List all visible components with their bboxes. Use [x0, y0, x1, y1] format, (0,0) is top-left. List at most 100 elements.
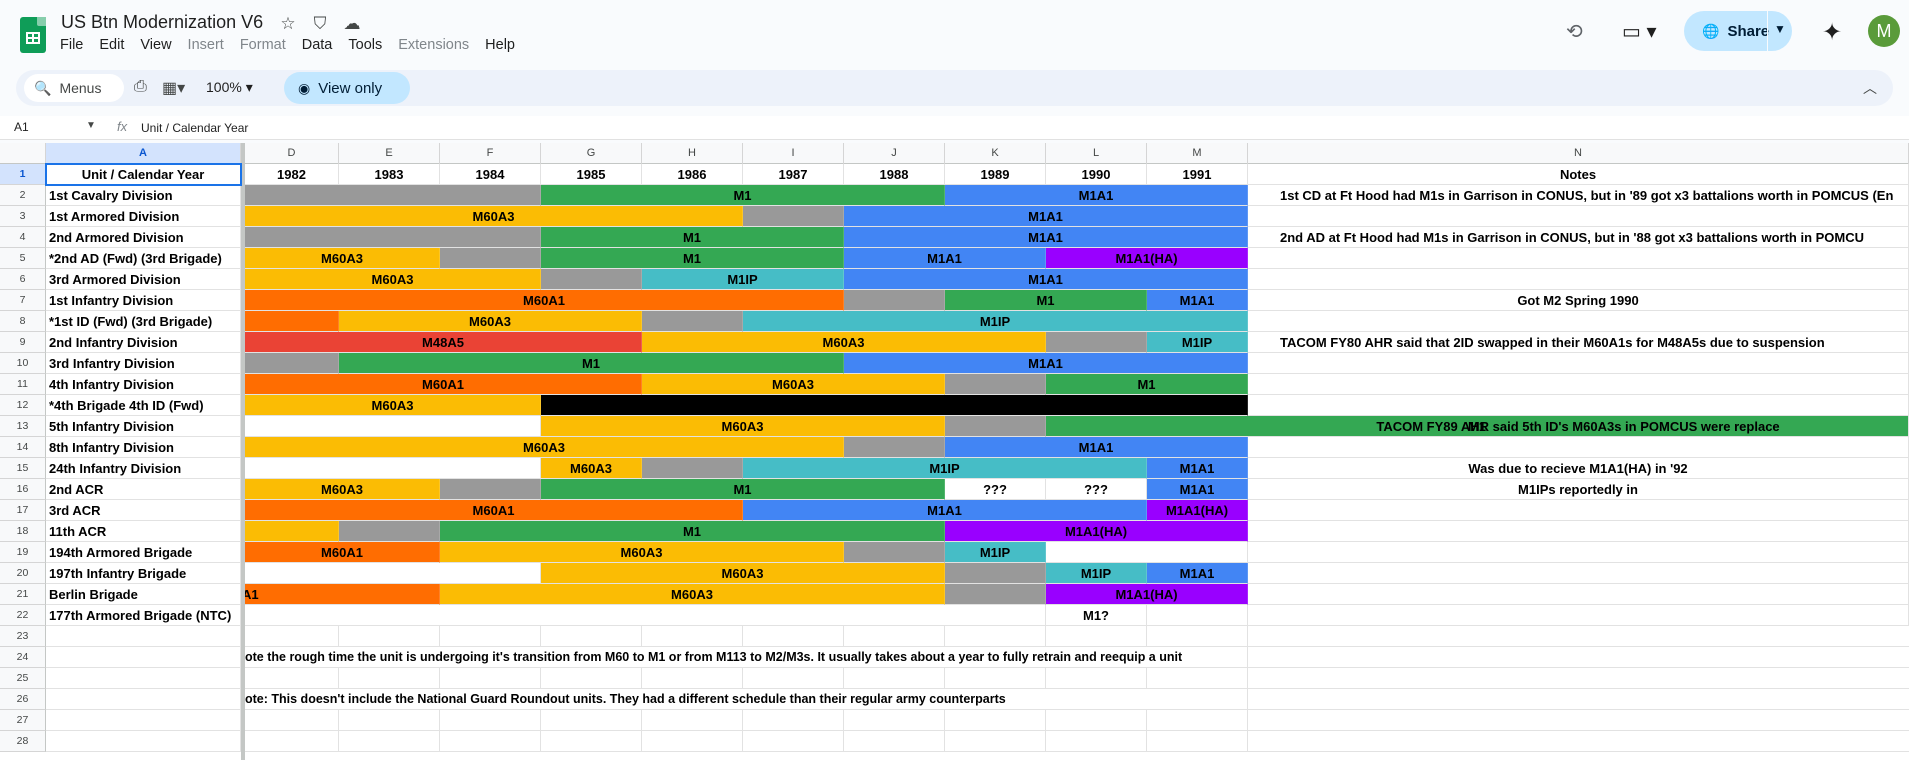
column-header-h[interactable]: H — [642, 143, 743, 164]
empty-cell[interactable] — [245, 626, 339, 647]
timeline-bar[interactable] — [245, 521, 339, 542]
row-header-15[interactable]: 15 — [0, 458, 46, 479]
timeline-bar[interactable] — [245, 311, 339, 332]
timeline-bar[interactable] — [844, 542, 945, 563]
formula-input[interactable]: Unit / Calendar Year — [141, 121, 249, 135]
notes-cell[interactable]: 1st CD at Ft Hood had M1s in Garrison in… — [1248, 185, 1909, 206]
unit-cell[interactable]: 2nd Infantry Division — [46, 332, 241, 353]
empty-cell[interactable] — [339, 626, 440, 647]
row-header-10[interactable]: 10 — [0, 353, 46, 374]
unit-cell[interactable]: 197th Infantry Brigade — [46, 563, 241, 584]
row-header-28[interactable]: 28 — [0, 731, 46, 752]
menus-search[interactable]: 🔍 Menus — [24, 74, 124, 102]
menu-extensions[interactable]: Extensions — [398, 37, 470, 53]
timeline-bar[interactable] — [1046, 332, 1147, 353]
header-cell-year[interactable]: 1986 — [642, 164, 743, 185]
timeline-bar[interactable] — [945, 416, 1046, 437]
row-header-16[interactable]: 16 — [0, 479, 46, 500]
notes-cell[interactable]: Got M2 Spring 1990 — [1248, 290, 1909, 311]
timeline-bar[interactable]: M1IP — [945, 542, 1046, 563]
timeline-bar[interactable]: M1 — [440, 521, 945, 542]
unit-cell[interactable]: 4th Infantry Division — [46, 374, 241, 395]
timeline-bar[interactable]: M1 — [339, 353, 844, 374]
column-header-e[interactable]: E — [339, 143, 440, 164]
timeline-bar[interactable] — [844, 437, 945, 458]
timeline-bar[interactable]: M1A1 — [1147, 290, 1248, 311]
empty-cell[interactable] — [945, 668, 1046, 689]
timeline-bar[interactable]: M1A1(HA) — [1147, 500, 1248, 521]
column-header-n[interactable]: N — [1248, 143, 1909, 164]
menu-file[interactable]: File — [60, 37, 84, 53]
row-header-21[interactable]: 21 — [0, 584, 46, 605]
timeline-bar[interactable]: M60A3 — [642, 374, 945, 395]
timeline-bar[interactable]: M1 — [541, 479, 945, 500]
notes-cell[interactable]: M1IPs reportedly in — [1248, 479, 1909, 500]
empty-cell[interactable] — [541, 668, 642, 689]
empty-cell[interactable] — [1248, 647, 1909, 668]
timeline-bar[interactable]: M1A1 — [844, 206, 1248, 227]
empty-cell[interactable] — [1046, 626, 1147, 647]
empty-cell[interactable] — [1046, 731, 1147, 752]
empty-cell[interactable] — [1248, 668, 1909, 689]
timeline-bar[interactable]: M1A1 — [945, 185, 1248, 206]
notes-cell[interactable]: 2nd AD at Ft Hood had M1s in Garrison in… — [1248, 227, 1909, 248]
unit-cell[interactable]: 1st Cavalry Division — [46, 185, 241, 206]
timeline-bar[interactable] — [945, 563, 1046, 584]
timeline-bar[interactable] — [245, 605, 1046, 626]
notes-cell[interactable]: TACOM FY80 AHR said that 2ID swapped in … — [1248, 332, 1909, 353]
unit-cell[interactable]: 2nd ACR — [46, 479, 241, 500]
timeline-bar[interactable]: M1 — [541, 185, 945, 206]
row-header-2[interactable]: 2 — [0, 185, 46, 206]
row-header-3[interactable]: 3 — [0, 206, 46, 227]
empty-cell[interactable] — [945, 626, 1046, 647]
unit-cell[interactable]: *2nd AD (Fwd) (3rd Brigade) — [46, 248, 241, 269]
empty-cell[interactable] — [245, 710, 339, 731]
footnote-transition[interactable]: ote the rough time the unit is undergoin… — [245, 647, 1248, 668]
timeline-bar[interactable] — [1046, 542, 1248, 563]
timeline-bar[interactable]: M60A3 — [245, 248, 440, 269]
empty-cell[interactable] — [642, 626, 743, 647]
notes-cell[interactable] — [1248, 605, 1909, 626]
format-cells-icon[interactable]: ▦▾ — [162, 80, 186, 97]
timeline-bar[interactable] — [440, 248, 541, 269]
empty-cell[interactable] — [245, 731, 339, 752]
empty-cell[interactable] — [945, 731, 1046, 752]
column-header-g[interactable]: G — [541, 143, 642, 164]
sheets-logo-icon[interactable] — [20, 17, 46, 53]
notes-cell[interactable] — [1248, 500, 1909, 521]
empty-cell[interactable] — [46, 647, 241, 668]
column-header-l[interactable]: L — [1046, 143, 1147, 164]
header-cell-notes[interactable]: Notes — [1248, 164, 1909, 185]
unit-cell[interactable]: 194th Armored Brigade — [46, 542, 241, 563]
timeline-bar[interactable]: M60A3 — [245, 437, 844, 458]
row-header-19[interactable]: 19 — [0, 542, 46, 563]
empty-cell[interactable] — [245, 668, 339, 689]
empty-cell[interactable] — [339, 710, 440, 731]
timeline-bar[interactable]: M60A3 — [245, 479, 440, 500]
notes-cell[interactable] — [1248, 269, 1909, 290]
timeline-bar[interactable]: M60A3 — [339, 311, 642, 332]
unit-cell[interactable]: 24th Infantry Division — [46, 458, 241, 479]
column-header-k[interactable]: K — [945, 143, 1046, 164]
empty-cell[interactable] — [440, 626, 541, 647]
row-header-5[interactable]: 5 — [0, 248, 46, 269]
unit-cell[interactable]: 8th Infantry Division — [46, 437, 241, 458]
menu-tools[interactable]: Tools — [348, 37, 383, 53]
header-cell-year[interactable]: 1985 — [541, 164, 642, 185]
collapse-menus-icon[interactable]: ︿ — [1863, 80, 1877, 96]
column-header-j[interactable]: J — [844, 143, 945, 164]
row-header-13[interactable]: 13 — [0, 416, 46, 437]
move-to-folder-icon[interactable]: ⛉ — [313, 14, 327, 33]
notes-cell[interactable] — [1248, 584, 1909, 605]
timeline-bar[interactable]: M1A1 — [844, 269, 1248, 290]
row-header-25[interactable]: 25 — [0, 668, 46, 689]
empty-cell[interactable] — [1147, 626, 1248, 647]
notes-cell[interactable] — [1248, 248, 1909, 269]
empty-cell[interactable] — [1046, 710, 1147, 731]
header-cell-year[interactable]: 1983 — [339, 164, 440, 185]
view-only-button[interactable]: ◉ View only — [284, 72, 410, 104]
notes-cell[interactable]: TACOM FY89 AHR said 5th ID's M60A3s in P… — [1248, 416, 1909, 437]
timeline-bar[interactable]: M60A3 — [440, 584, 945, 605]
unit-cell[interactable]: 2nd Armored Division — [46, 227, 241, 248]
row-header-14[interactable]: 14 — [0, 437, 46, 458]
